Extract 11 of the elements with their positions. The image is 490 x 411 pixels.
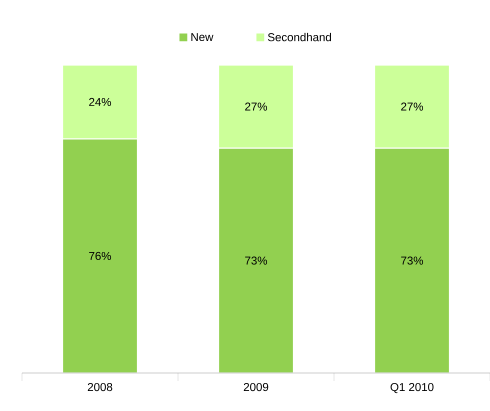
legend-label: New: [191, 33, 214, 42]
x-tick-label: 2008: [88, 382, 112, 392]
data-label: 24%: [89, 98, 112, 106]
data-label: 73%: [245, 256, 268, 265]
data-label: 27%: [401, 102, 424, 111]
x-tick-label: Q1 2010: [390, 382, 434, 394]
data-label: 73%: [401, 256, 424, 265]
legend-label: Secondhand: [268, 32, 331, 42]
data-label: 27%: [245, 102, 268, 111]
data-label: 76%: [89, 252, 112, 260]
x-tick-label: 2009: [244, 382, 268, 392]
